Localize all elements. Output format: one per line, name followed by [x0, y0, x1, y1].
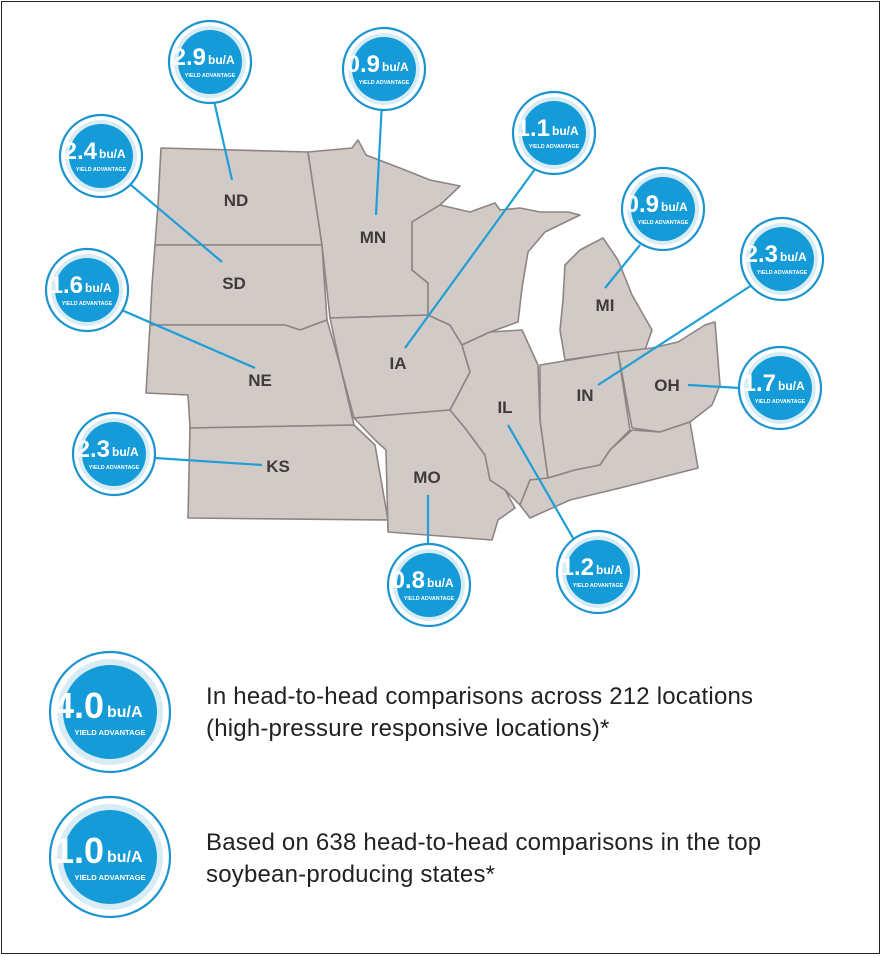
leader-il: [507, 424, 578, 546]
legend-note-2: Based on 638 head-to-head comparisons in…: [206, 827, 761, 891]
leader-mn: [374, 101, 384, 216]
badge-unit: bu/A: [596, 563, 623, 577]
legend-badge-1: 4.0 bu/A YIELD ADVANTAGE: [48, 650, 172, 774]
badge-value: 2.3: [77, 436, 110, 463]
leader-in: [597, 284, 753, 386]
legend-badge-2: 1.0 bu/A YIELD ADVANTAGE: [48, 795, 172, 919]
legend-badge-subtitle: YIELD ADVANTAGE: [74, 873, 145, 882]
state-labels: ND SD MN IA MI IN NE OH KS MO IL: [222, 191, 680, 487]
badge-subtitle: YIELD ADVANTAGE: [185, 73, 236, 79]
badge-value: 1.7: [743, 370, 776, 397]
badge-subtitle: YIELD ADVANTAGE: [359, 80, 410, 86]
badge-subtitle: YIELD ADVANTAGE: [757, 270, 808, 276]
leader-nd: [210, 91, 234, 181]
badge-subtitle: YIELD ADVANTAGE: [755, 399, 806, 405]
legend-note-1-line1: In head-to-head comparisons across 212 l…: [206, 683, 754, 710]
badge-value: 0.9: [626, 191, 659, 218]
badge-unit: bu/A: [552, 124, 579, 138]
badge-value: 2.3: [745, 241, 778, 268]
legend-badge-subtitle: YIELD ADVANTAGE: [74, 728, 145, 737]
badge-subtitle: YIELD ADVANTAGE: [638, 220, 689, 226]
badge-unit: bu/A: [208, 53, 235, 67]
label-il: IL: [497, 398, 512, 417]
leader-lines: [109, 91, 753, 550]
legend-badge-value: 4.0: [54, 685, 104, 726]
leader-ia: [404, 164, 539, 349]
label-mi: MI: [596, 296, 615, 315]
badge-value: 0.8: [392, 567, 425, 594]
badge-unit: bu/A: [85, 281, 112, 295]
label-sd: SD: [222, 274, 246, 293]
state-wi: [411, 202, 581, 346]
legend-badge-value: 1.0: [54, 830, 104, 871]
state-mi: [559, 237, 653, 361]
leader-ks: [154, 456, 263, 467]
badge-subtitle: YIELD ADVANTAGE: [573, 583, 624, 589]
badge-oh: 1.7 bu/A YIELD ADVANTAGE: [737, 345, 823, 431]
badge-subtitle: YIELD ADVANTAGE: [89, 465, 140, 471]
badge-in: 2.3 bu/A YIELD ADVANTAGE: [739, 216, 825, 302]
badge-ks: 2.3 bu/A YIELD ADVANTAGE: [71, 411, 157, 497]
badge-unit: bu/A: [427, 576, 454, 590]
badge-mo: 0.8 bu/A YIELD ADVANTAGE: [386, 542, 472, 628]
label-oh: OH: [654, 376, 680, 395]
state-ky: [519, 421, 699, 519]
legend-badge-unit: bu/A: [107, 849, 143, 866]
label-nd: ND: [224, 191, 249, 210]
badge-subtitle: YIELD ADVANTAGE: [404, 596, 455, 602]
badge-value: 2.4: [64, 138, 98, 165]
label-ne: NE: [248, 371, 272, 390]
state-ne: [145, 319, 355, 429]
legend-note-1: In head-to-head comparisons across 212 l…: [206, 681, 753, 745]
badge-subtitle: YIELD ADVANTAGE: [62, 301, 113, 307]
label-ks: KS: [266, 457, 290, 476]
badge-ne: 1.6 bu/A YIELD ADVANTAGE: [44, 247, 130, 333]
badge-sd: 2.4 bu/A YIELD ADVANTAGE: [58, 113, 144, 199]
state-shapes: [145, 139, 721, 541]
badge-unit: bu/A: [780, 250, 807, 264]
state-ks: [187, 424, 389, 521]
badge-subtitle: YIELD ADVANTAGE: [76, 167, 127, 173]
leader-oh: [687, 383, 741, 390]
legend-badge-unit: bu/A: [107, 704, 143, 721]
badge-subtitle: YIELD ADVANTAGE: [529, 144, 580, 150]
badge-value: 1.2: [561, 554, 594, 581]
label-mn: MN: [360, 228, 386, 247]
legend-note-1-line2: (high-pressure responsive locations)*: [206, 715, 610, 742]
badge-value: 2.9: [173, 44, 206, 71]
label-mo: MO: [413, 468, 440, 487]
leader-sd: [124, 179, 223, 263]
label-ia: IA: [390, 354, 407, 373]
badge-mi: 0.9 bu/A YIELD ADVANTAGE: [620, 166, 706, 252]
badge-unit: bu/A: [661, 200, 688, 214]
badge-unit: bu/A: [778, 379, 805, 393]
legend-note-2-line2: soybean-producing states*: [206, 861, 496, 888]
badge-unit: bu/A: [382, 60, 409, 74]
legend-note-2-line1: Based on 638 head-to-head comparisons in…: [206, 829, 762, 856]
label-in: IN: [577, 386, 594, 405]
badge-value: 1.6: [50, 272, 83, 299]
leader-ne: [109, 303, 256, 370]
badge-nd: 2.9 bu/A YIELD ADVANTAGE: [167, 19, 253, 105]
badge-unit: bu/A: [99, 147, 126, 161]
badge-ia: 1.1 bu/A YIELD ADVANTAGE: [511, 90, 597, 176]
badge-value: 1.1: [517, 115, 550, 142]
badge-unit: bu/A: [112, 445, 139, 459]
badge-mn: 0.9 bu/A YIELD ADVANTAGE: [341, 26, 427, 112]
leader-mi: [604, 244, 641, 289]
badge-value: 0.9: [347, 51, 380, 78]
state-il: [449, 329, 549, 506]
badge-il: 1.2 bu/A YIELD ADVANTAGE: [555, 529, 641, 615]
